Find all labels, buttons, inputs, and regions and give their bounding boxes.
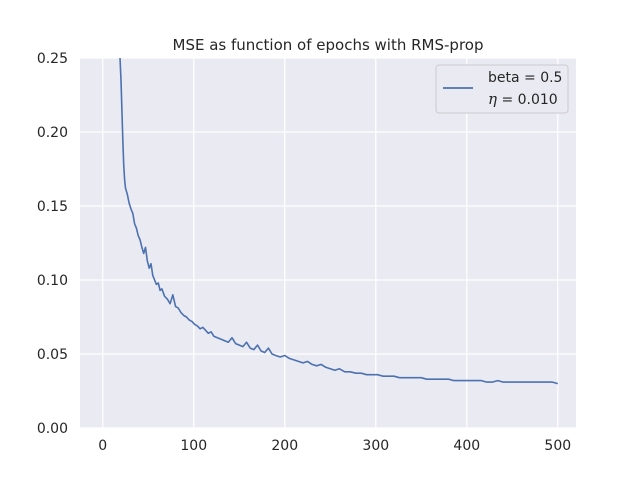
y-tick-label: 0.05 [37, 347, 68, 363]
legend-series-label: beta = 0.5 [488, 70, 562, 86]
x-tick-label: 0 [98, 438, 107, 454]
x-tick-label: 500 [544, 438, 571, 454]
plot-background [80, 58, 576, 428]
legend-eta-value: = 0.010 [497, 92, 558, 108]
x-tick-label: 200 [271, 438, 298, 454]
y-tick-label: 0.25 [37, 51, 68, 67]
series-layer [119, 57, 559, 385]
y-tick-label: 0.20 [37, 125, 68, 141]
grid [80, 57, 576, 429]
series-line [119, 57, 559, 385]
tick-labels: 0 100 200 300 400 500 0.00 0.05 0.10 0.15 0.20 0.25 [37, 51, 571, 454]
x-tick-label: 300 [362, 438, 389, 454]
chart-title: MSE as function of epochs with RMS-prop [173, 36, 484, 54]
x-tick-label: 400 [453, 438, 480, 454]
legend-eta-symbol: η [488, 90, 497, 108]
y-tick-label: 0.10 [37, 273, 68, 289]
legend-box [435, 64, 569, 114]
y-tick-label: 0.00 [37, 421, 68, 437]
legend-eta-label: η = 0.010 [488, 90, 558, 108]
x-tick-label: 100 [180, 438, 207, 454]
legend: beta = 0.5 η = 0.010 [435, 64, 569, 114]
y-tick-label: 0.15 [37, 199, 68, 215]
